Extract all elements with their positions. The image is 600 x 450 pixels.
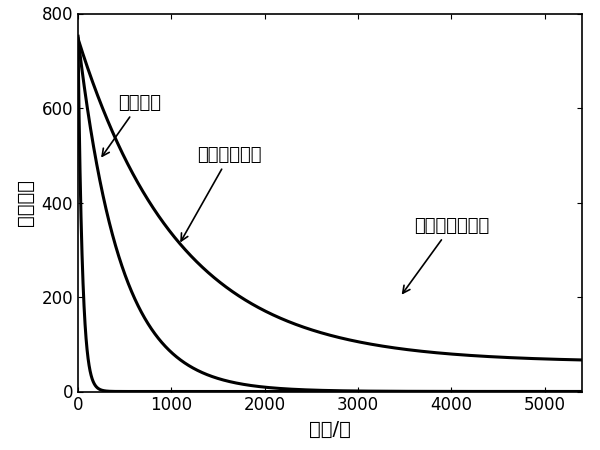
X-axis label: 时间/秒: 时间/秒 (309, 420, 351, 439)
Text: 同型半胱氨酸: 同型半胱氨酸 (181, 146, 262, 241)
Y-axis label: 荧光强度: 荧光强度 (16, 179, 35, 226)
Text: 还原型谷胱甘肽: 还原型谷胱甘肽 (403, 217, 489, 293)
Text: 半胱氨酸: 半胱氨酸 (102, 94, 161, 156)
